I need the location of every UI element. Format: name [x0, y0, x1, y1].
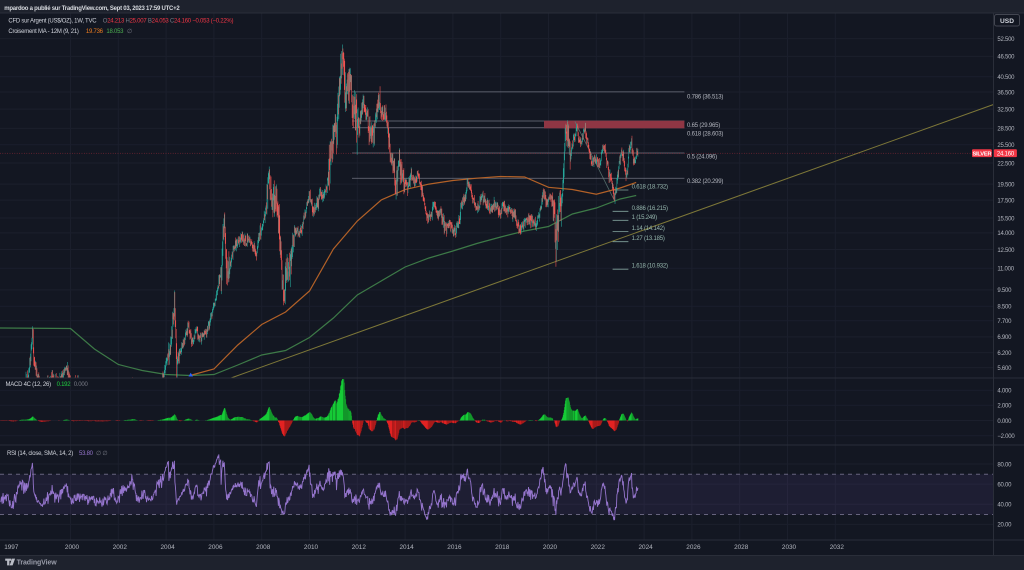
svg-text:2010: 2010: [304, 544, 319, 551]
svg-text:2.000: 2.000: [997, 404, 1012, 410]
svg-text:2016: 2016: [447, 544, 462, 551]
svg-text:40.00: 40.00: [997, 503, 1012, 509]
svg-text:11.000: 11.000: [997, 267, 1014, 273]
svg-text:0.886 (16.215): 0.886 (16.215): [632, 206, 668, 212]
svg-text:60.00: 60.00: [997, 482, 1012, 488]
svg-text:5.600: 5.600: [997, 366, 1012, 372]
svg-text:36.500: 36.500: [997, 90, 1015, 96]
svg-text:2022: 2022: [591, 544, 606, 551]
svg-text:USD: USD: [1000, 18, 1014, 25]
svg-text:SILVER: SILVER: [972, 151, 991, 157]
svg-text:0.192: 0.192: [57, 382, 72, 388]
svg-text:0.618 (28.603): 0.618 (28.603): [687, 131, 723, 137]
svg-text:18.053: 18.053: [106, 29, 124, 35]
svg-text:0.000: 0.000: [997, 419, 1012, 425]
svg-text:46.500: 46.500: [997, 55, 1015, 61]
svg-text:mpardoo a publié sur TradingVi: mpardoo a publié sur TradingView.com, Se…: [4, 6, 180, 12]
svg-text:53.80: 53.80: [79, 451, 94, 457]
svg-text:19.500: 19.500: [997, 182, 1015, 188]
svg-text:2004: 2004: [160, 544, 175, 551]
svg-text:12.500: 12.500: [997, 248, 1015, 254]
svg-text:2024: 2024: [638, 544, 653, 551]
svg-text:TradingView: TradingView: [17, 559, 58, 566]
svg-text:O24.213 H25.007 B24.053 C24.16: O24.213 H25.007 B24.053 C24.160 −0.053 (…: [103, 19, 234, 25]
svg-text:1997: 1997: [4, 544, 19, 551]
svg-text:22.500: 22.500: [997, 161, 1015, 167]
svg-text:32.500: 32.500: [997, 107, 1015, 113]
svg-text:2028: 2028: [734, 544, 749, 551]
svg-text:2006: 2006: [208, 544, 223, 551]
svg-text:RSI (14, close, SMA, 14, 2): RSI (14, close, SMA, 14, 2): [7, 451, 73, 457]
svg-text:2014: 2014: [399, 544, 414, 551]
svg-text:2020: 2020: [543, 544, 558, 551]
svg-text:0.786 (36.513): 0.786 (36.513): [687, 95, 723, 101]
svg-text:6.900: 6.900: [997, 335, 1012, 341]
svg-text:2026: 2026: [686, 544, 701, 551]
svg-text:25.500: 25.500: [997, 143, 1015, 149]
svg-text:9.500: 9.500: [997, 288, 1012, 294]
svg-text:17.500: 17.500: [997, 198, 1015, 204]
svg-text:24.160: 24.160: [997, 151, 1015, 157]
svg-text:2000: 2000: [65, 544, 80, 551]
svg-text:0.65 (29.965): 0.65 (29.965): [687, 123, 720, 129]
svg-text:19.736: 19.736: [86, 29, 104, 35]
svg-text:0.000: 0.000: [74, 382, 89, 388]
svg-text:MACD 4C (12, 26): MACD 4C (12, 26): [6, 382, 52, 388]
svg-text:15.500: 15.500: [997, 216, 1015, 222]
svg-text:80.00: 80.00: [997, 462, 1012, 468]
svg-text:2032: 2032: [830, 544, 845, 551]
svg-text:1 (15.249): 1 (15.249): [632, 215, 658, 221]
svg-text:CFD sur Argent (US$/OZ), 1W, T: CFD sur Argent (US$/OZ), 1W, TVC: [8, 19, 97, 25]
svg-text:2008: 2008: [256, 544, 271, 551]
svg-text:∅ ∅: ∅ ∅: [96, 450, 107, 457]
svg-text:2030: 2030: [782, 544, 797, 551]
svg-text:14.000: 14.000: [997, 231, 1015, 237]
svg-text:∅: ∅: [127, 28, 132, 35]
svg-text:4.000: 4.000: [997, 389, 1012, 395]
svg-text:52.500: 52.500: [997, 37, 1015, 43]
svg-text:1.14 (14.142): 1.14 (14.142): [632, 226, 665, 232]
svg-text:1.618 (10.932): 1.618 (10.932): [632, 264, 668, 270]
svg-text:Croisement MA - 12M (9, 21): Croisement MA - 12M (9, 21): [8, 29, 79, 35]
svg-text:20.00: 20.00: [997, 523, 1012, 529]
svg-text:2012: 2012: [352, 544, 367, 551]
svg-text:1.27 (13.185): 1.27 (13.185): [632, 236, 665, 242]
svg-text:−2.000: −2.000: [997, 434, 1015, 440]
svg-text:0.5 (24.096): 0.5 (24.096): [687, 155, 717, 161]
svg-text:40.500: 40.500: [997, 75, 1015, 81]
svg-text:2018: 2018: [495, 544, 510, 551]
svg-text:7.700: 7.700: [997, 319, 1012, 325]
svg-text:6.200: 6.200: [997, 351, 1012, 357]
svg-text:8.500: 8.500: [997, 305, 1012, 311]
svg-text:0.382 (20.299): 0.382 (20.299): [687, 179, 723, 185]
svg-text:0.618 (18.732): 0.618 (18.732): [632, 185, 668, 191]
svg-text:2002: 2002: [113, 544, 128, 551]
svg-text:28.500: 28.500: [997, 127, 1015, 133]
